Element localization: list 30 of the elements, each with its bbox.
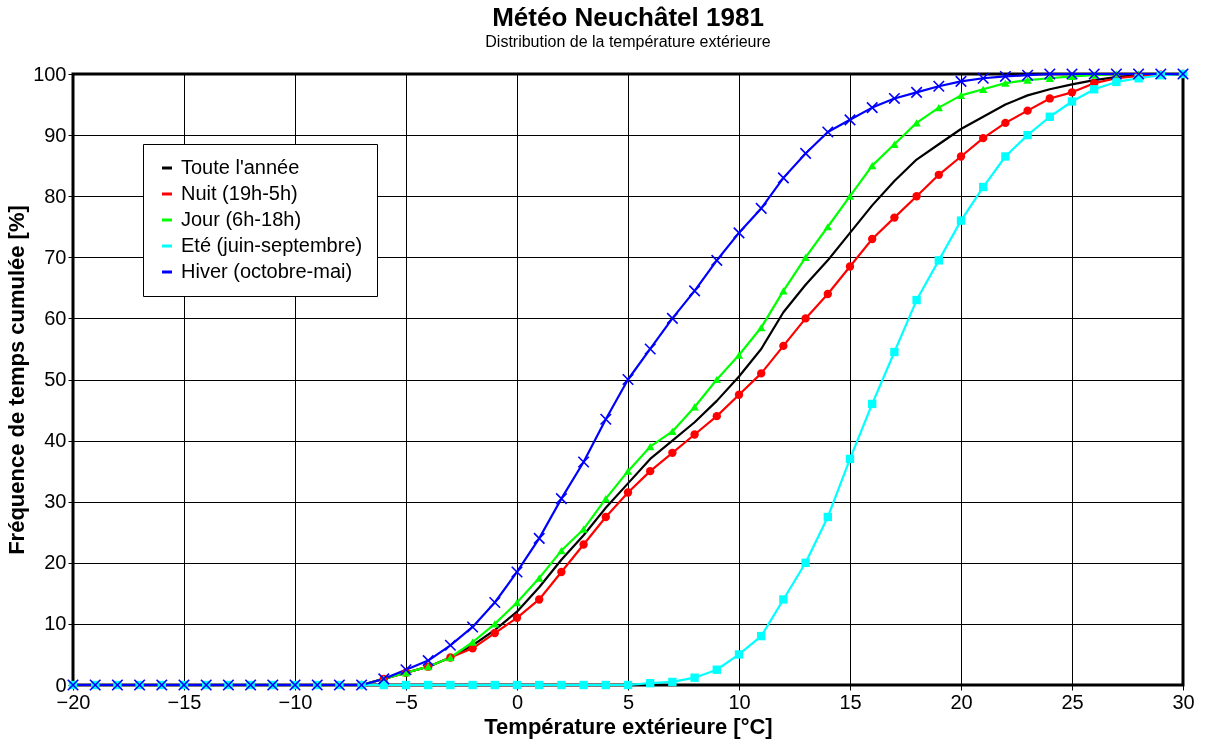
- x-tick-label: 10: [728, 690, 751, 713]
- y-tick-label: 0: [55, 673, 67, 696]
- x-tick-label: 0: [511, 690, 524, 713]
- y-tick-label: 40: [44, 429, 67, 452]
- y-axis-title: Fréquence de temps cumulée [%]: [4, 205, 30, 555]
- x-tick-label: 25: [1061, 690, 1084, 713]
- x-tick-label: −10: [278, 690, 313, 713]
- legend-label: Jour (6h-18h): [181, 208, 302, 230]
- y-tick-label: 100: [33, 62, 67, 85]
- x-axis-title: Température extérieure [°C]: [484, 713, 773, 739]
- legend-label: Eté (juin-septembre): [181, 234, 363, 256]
- chart-subtitle: Distribution de la température extérieure: [485, 33, 771, 50]
- y-tick-label: 30: [44, 490, 67, 513]
- x-tick-label: 20: [950, 690, 973, 713]
- y-tick-label: 80: [44, 184, 67, 207]
- x-tick-label: 15: [839, 690, 862, 713]
- x-tick-label: 30: [1172, 690, 1195, 713]
- x-tick-label: −5: [395, 690, 418, 713]
- y-tick-label: 20: [44, 551, 67, 574]
- y-tick-label: 70: [44, 245, 67, 268]
- x-tick-label: 5: [622, 690, 635, 713]
- y-tick-label: 50: [44, 368, 67, 390]
- legend-label: Nuit (19h-5h): [181, 182, 298, 204]
- legend-label: Hiver (octobre-mai): [181, 260, 353, 282]
- legend-label: Toute l'année: [181, 156, 300, 178]
- x-tick-label: −15: [167, 690, 202, 713]
- y-tick-label: 10: [44, 612, 67, 635]
- y-tick-label: 90: [44, 123, 67, 146]
- chart-title: Météo Neuchâtel 1981: [492, 2, 764, 32]
- y-tick-label: 60: [44, 306, 67, 329]
